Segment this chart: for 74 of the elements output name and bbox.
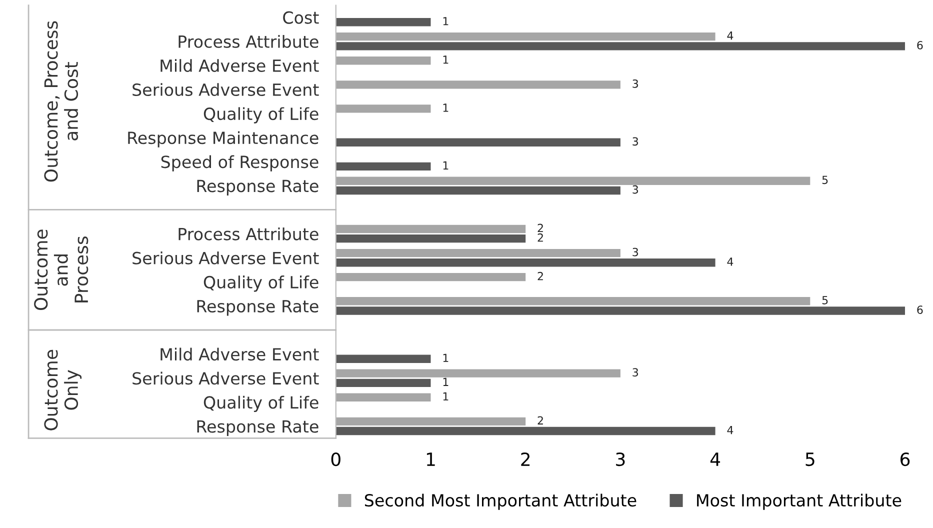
x-tick-label: 0 xyxy=(331,452,340,466)
y-tick-label: Quality of Life xyxy=(204,396,318,412)
bar xyxy=(336,138,620,146)
data-label: 1 xyxy=(443,392,448,400)
data-label: 3 xyxy=(632,248,638,256)
x-tick-label: 4 xyxy=(710,452,720,466)
bar xyxy=(336,378,431,388)
data-label: 1 xyxy=(443,378,448,386)
bar xyxy=(336,18,431,26)
bar xyxy=(336,426,716,436)
data-label: 4 xyxy=(727,426,734,434)
text: Outcome and Process xyxy=(34,230,88,310)
text: Outcome Only xyxy=(44,350,82,430)
bar xyxy=(336,272,526,282)
y-tick-label: Response Rate xyxy=(197,180,318,196)
bar xyxy=(336,417,526,426)
bar xyxy=(336,162,431,171)
bar xyxy=(336,42,906,50)
data-label: 2 xyxy=(538,233,543,242)
y-tick-label: Serious Adverse Event xyxy=(132,83,319,96)
x-tick-label: 1 xyxy=(426,452,435,466)
data-label: 5 xyxy=(822,296,828,304)
text: Outcome, Process and Cost xyxy=(44,21,78,182)
data-label: 4 xyxy=(727,258,734,266)
bar xyxy=(336,258,716,267)
data-label: 3 xyxy=(632,137,638,146)
bar xyxy=(336,354,431,363)
bar xyxy=(336,56,431,65)
data-label: 3 xyxy=(632,368,638,377)
legend-label: Most Important Attribute xyxy=(697,494,902,510)
data-label: 2 xyxy=(538,224,543,232)
bar xyxy=(336,297,810,306)
x-tick-label: 2 xyxy=(521,452,530,466)
data-label: 1 xyxy=(443,17,448,26)
data-label: 3 xyxy=(632,79,638,88)
bar xyxy=(336,306,906,315)
y-tick-label: Quality of Life xyxy=(204,276,318,292)
data-label: 6 xyxy=(917,40,923,50)
bar xyxy=(336,393,431,402)
y-tick-label: Response Rate xyxy=(197,300,318,316)
data-label: 1 xyxy=(443,104,448,112)
data-label: 1 xyxy=(443,56,448,64)
x-tick-label: 5 xyxy=(806,452,814,466)
y-tick-label: Process Attribute xyxy=(178,35,318,48)
bar xyxy=(336,248,620,258)
data-label: 2 xyxy=(538,272,543,280)
y-tick-label: Speed of Response xyxy=(161,155,318,172)
x-tick-label: 3 xyxy=(616,452,625,466)
y-tick-label: Serious Adverse Event xyxy=(132,252,319,264)
data-label: 5 xyxy=(822,176,828,184)
bar xyxy=(336,186,620,195)
bar xyxy=(336,104,431,113)
bar xyxy=(336,224,526,234)
bar xyxy=(336,369,620,378)
bar xyxy=(336,234,526,243)
y-tick-label: Response Maintenance xyxy=(128,131,318,148)
y-tick-label: Serious Adverse Event xyxy=(132,372,319,385)
bar xyxy=(336,32,716,41)
bar xyxy=(336,176,810,185)
legend-label: Second Most Important Attribute xyxy=(364,494,636,510)
y-tick-label: Process Attribute xyxy=(178,227,318,240)
y-tick-label: Cost xyxy=(283,11,319,24)
y-tick-label: Response Rate xyxy=(197,420,318,436)
bar xyxy=(336,80,620,89)
y-tick-label: Mild Adverse Event xyxy=(160,348,319,361)
y-tick-label: Quality of Life xyxy=(204,107,318,124)
data-label: 1 xyxy=(443,161,448,170)
data-label: 3 xyxy=(632,185,638,194)
x-tick-label: 6 xyxy=(900,452,910,466)
data-label: 6 xyxy=(917,306,923,314)
data-label: 4 xyxy=(727,32,734,40)
data-label: 1 xyxy=(443,354,448,362)
data-label: 2 xyxy=(538,416,543,424)
y-tick-label: Mild Adverse Event xyxy=(160,59,319,72)
